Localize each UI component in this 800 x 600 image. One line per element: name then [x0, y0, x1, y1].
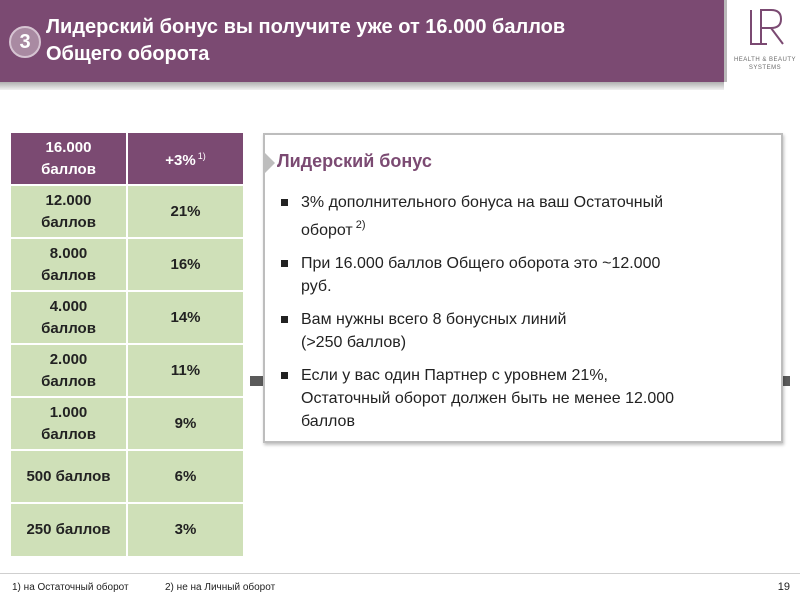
title-line-2: Общего оборота [46, 43, 210, 65]
table-row: 250 баллов 3% [11, 504, 243, 556]
percent-cell: +3% 1) [128, 133, 243, 184]
percent-cell: 9% [128, 398, 243, 449]
table-row: 500 баллов 6% [11, 451, 243, 502]
bullet-list: 3% дополнительного бонуса на ваш Остаточ… [281, 191, 761, 443]
table-row: 16.000 баллов +3% 1) [11, 133, 243, 184]
table-row: 4.000 баллов 14% [11, 292, 243, 343]
list-item: Вам нужны всего 8 бонусных линий (>250 б… [281, 308, 761, 354]
points-cell: 1.000 баллов [11, 398, 126, 449]
percent-cell: 11% [128, 345, 243, 396]
pointer-arrow-icon [263, 151, 275, 175]
logo: HEALTH & BEAUTY SYSTEMS [724, 0, 800, 82]
points-cell: 4.000 баллов [11, 292, 126, 343]
points-cell: 2.000 баллов [11, 345, 126, 396]
percent-cell: 16% [128, 239, 243, 290]
step-badge: 3 [9, 26, 41, 58]
header-underline [0, 82, 724, 90]
table-row: 1.000 баллов 9% [11, 398, 243, 449]
footnote-1: 1) на Остаточный оборот [12, 582, 129, 593]
footnote-2: 2) не на Личный оборот [165, 582, 276, 593]
bullet-square-icon [281, 372, 288, 379]
title-line-1: Лидерский бонус вы получите уже от 16.00… [46, 16, 566, 38]
table-row: 8.000 баллов 16% [11, 239, 243, 290]
points-cell: 500 баллов [11, 451, 126, 502]
bonus-table: 16.000 баллов +3% 1) 12.000 баллов 21% 8.00… [11, 133, 243, 558]
list-item: 3% дополнительного бонуса на ваш Остаточ… [281, 191, 761, 242]
points-cell: 12.000 баллов [11, 186, 126, 237]
table-row: 2.000 баллов 11% [11, 345, 243, 396]
footnote-ref: 1) [197, 151, 206, 161]
header-bar: 3 Лидерский бонус вы получите уже от 16.… [0, 0, 724, 82]
footer-divider [0, 573, 800, 574]
lr-logo-icon [750, 9, 784, 45]
info-box: Лидерский бонус 3% дополнительного бонус… [263, 133, 783, 443]
percent-cell: 6% [128, 451, 243, 502]
list-item: Если у вас один Партнер с уровнем 21%, О… [281, 364, 761, 433]
table-row: 12.000 баллов 21% [11, 186, 243, 237]
points-cell: 16.000 баллов [11, 133, 126, 184]
bullet-square-icon [281, 316, 288, 323]
percent-cell: 3% [128, 504, 243, 556]
points-cell: 8.000 баллов [11, 239, 126, 290]
percent-cell: 14% [128, 292, 243, 343]
bullet-square-icon [281, 199, 288, 206]
percent-cell: 21% [128, 186, 243, 237]
points-cell: 250 баллов [11, 504, 126, 556]
bullet-square-icon [281, 260, 288, 267]
footnote-ref: 2) [355, 219, 366, 231]
list-item: При 16.000 баллов Общего оборота это ~12… [281, 252, 761, 298]
info-title: Лидерский бонус [277, 151, 432, 171]
page-number: 19 [777, 581, 790, 593]
logo-tagline: HEALTH & BEAUTY SYSTEMS [733, 57, 797, 71]
page-title: Лидерский бонус вы получите уже от 16.00… [46, 14, 706, 68]
